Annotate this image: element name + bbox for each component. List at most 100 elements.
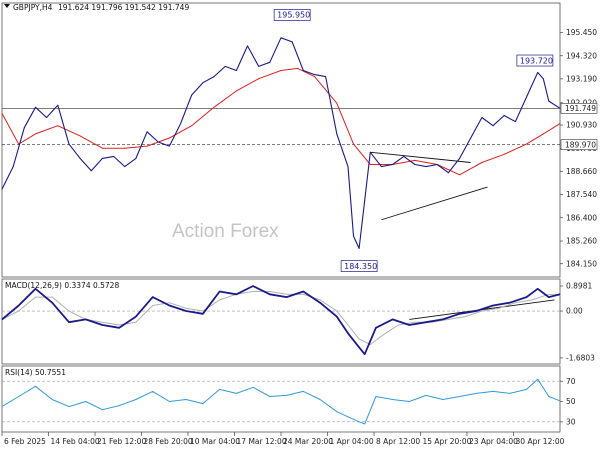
rsi-rsi-point xyxy=(185,399,187,400)
rsi-rsi-point xyxy=(537,378,539,380)
macd-signal-point xyxy=(51,296,53,298)
xtick-label: 10 Mar 04:00 xyxy=(190,437,240,446)
macd-macd-point xyxy=(85,318,87,320)
price-ma-point xyxy=(526,143,527,145)
macd-signal-point xyxy=(397,324,399,326)
rsi-rsi-point xyxy=(392,399,394,400)
rsi-rsi-point xyxy=(135,399,137,400)
macd-macd-point xyxy=(135,316,137,318)
price-close-point xyxy=(369,151,371,153)
price-close-point xyxy=(23,127,25,129)
price-close-point xyxy=(280,37,282,39)
macd-ytick-label: 0.00 xyxy=(566,307,583,316)
macd-signal-point xyxy=(447,318,449,320)
macd-macd-point xyxy=(364,353,366,355)
macd-signal-point xyxy=(18,310,20,312)
macd-macd-point xyxy=(118,327,120,329)
price-level-label: 189.970 xyxy=(565,141,596,150)
price-ytick-label: 184.150 xyxy=(566,259,597,268)
macd-ytick-label: 0.8981 xyxy=(566,282,592,291)
macd-signal-point xyxy=(319,299,321,301)
price-ytick-label: 192.020 xyxy=(566,98,597,107)
macd-macd-point xyxy=(347,332,349,334)
price-close-point xyxy=(347,166,349,168)
price-series-ma xyxy=(1,67,561,176)
rsi-rsi-point xyxy=(459,396,461,397)
rsi-rsi-point xyxy=(252,386,254,388)
rsi-indicator-label: RSI(14) 50.7551 xyxy=(5,368,66,377)
price-ma-point xyxy=(235,90,237,92)
price-ytick-label: 190.930 xyxy=(566,121,597,130)
macd-macd-point xyxy=(185,310,187,312)
rsi-ytick-label: 30 xyxy=(566,417,576,426)
price-ma-point xyxy=(481,162,483,163)
price-ma-point xyxy=(369,164,371,165)
price-ma-point xyxy=(280,70,282,71)
price-close-point xyxy=(213,76,215,78)
macd-macd-point xyxy=(336,316,338,318)
price-close-point xyxy=(180,123,182,125)
price-ma-point xyxy=(79,135,81,137)
rsi-rsi-point xyxy=(286,394,288,396)
macd-macd-point xyxy=(319,302,321,304)
price-close-point xyxy=(90,170,92,172)
price-ma-point xyxy=(414,159,416,161)
price-annotation-label: 193.720 xyxy=(520,56,553,65)
macd-macd-point xyxy=(526,296,527,298)
macd-macd-point xyxy=(235,293,237,295)
price-close-point xyxy=(46,117,48,118)
price-ma-point xyxy=(336,102,338,104)
price-close-point xyxy=(291,41,293,43)
macd-macd-point xyxy=(219,291,221,292)
macd-signal-point xyxy=(168,302,170,304)
rsi-rsi-point xyxy=(269,396,271,397)
price-ma-point xyxy=(353,143,354,145)
macd-macd-point xyxy=(509,302,511,304)
price-close-point xyxy=(57,104,59,106)
rsi-pane: 70 50 30 RSI(14) 50.7551 xyxy=(1,368,576,426)
price-ma-point xyxy=(258,78,260,80)
rsi-rsi-point xyxy=(302,390,304,392)
rsi-rsi-point xyxy=(319,399,321,400)
price-ma-point xyxy=(559,123,561,125)
price-close-point xyxy=(157,141,159,143)
price-close-point xyxy=(403,155,405,157)
price-close-point xyxy=(35,106,36,108)
rsi-rsi-point xyxy=(375,396,377,397)
macd-macd-point xyxy=(51,302,53,304)
rsi-rsi-point xyxy=(35,385,36,387)
macd-macd-point xyxy=(168,305,170,306)
macd-signal-point xyxy=(219,299,221,301)
xtick-label: 17 Mar 12:00 xyxy=(237,437,287,446)
macd-macd-point xyxy=(101,324,103,326)
price-close-point xyxy=(358,247,360,249)
price-close-point xyxy=(124,166,126,168)
watermark: Action Forex xyxy=(172,221,279,242)
price-level-tag xyxy=(560,103,598,114)
xtick-label: 8 Apr 12:00 xyxy=(376,437,420,446)
price-ma-point xyxy=(35,133,36,135)
xtick-label: 1 Apr 04:00 xyxy=(329,437,373,446)
price-close-point xyxy=(436,164,438,165)
rsi-rsi-point xyxy=(152,390,154,392)
price-close-point xyxy=(447,172,449,174)
price-pane-frame xyxy=(1,2,561,278)
dropdown-triangle-icon[interactable] xyxy=(4,4,10,8)
macd-signal-point xyxy=(118,324,120,326)
chart-header: GBPJPY,H4 191.624 191.796 191.542 191.74… xyxy=(4,3,189,12)
price-level-tag xyxy=(560,139,598,151)
price-ytick-label: 193.190 xyxy=(566,74,597,83)
macd-macd-point xyxy=(252,285,254,287)
price-close-point xyxy=(537,72,539,73)
price-ma-point xyxy=(168,137,170,139)
rsi-rsi-point xyxy=(68,406,70,408)
price-close-point xyxy=(481,117,483,118)
price-ytick-label: 187.540 xyxy=(566,190,597,199)
macd-ytick-label: -1.6803 xyxy=(566,353,595,362)
rsi-rsi-point xyxy=(442,399,444,400)
rsi-rsi-point xyxy=(408,401,410,402)
price-close-point xyxy=(224,65,226,67)
